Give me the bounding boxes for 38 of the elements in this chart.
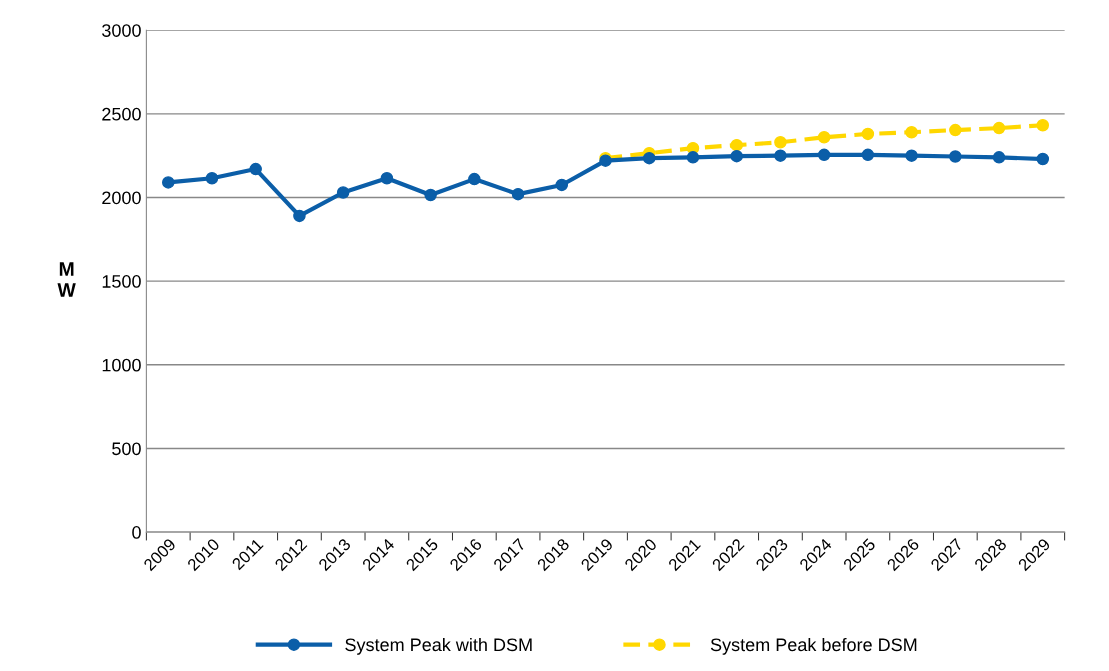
point (817, 131, 831, 144)
point (861, 127, 875, 141)
point (992, 151, 1006, 164)
point (949, 123, 962, 137)
point (992, 121, 1006, 135)
point (949, 150, 962, 163)
y-tick-label: 500 (112, 442, 141, 456)
point (642, 151, 656, 165)
point (293, 209, 306, 223)
point (468, 172, 481, 186)
point (861, 148, 875, 162)
point (686, 151, 700, 164)
y-axis-title: M W (57, 262, 76, 297)
y-tick-label: 2000 (102, 191, 141, 205)
point (162, 176, 175, 189)
point (1036, 152, 1050, 166)
y-tick-label: 3000 (102, 24, 141, 37)
y-tick-label: 2500 (102, 107, 141, 121)
point (511, 187, 525, 201)
point (730, 138, 743, 152)
point (905, 125, 918, 139)
point (905, 149, 918, 162)
point (730, 149, 743, 163)
point (336, 186, 350, 199)
legend-label: System Peak with DSM (345, 637, 532, 655)
point (205, 172, 219, 185)
y-tick-label: 1500 (102, 275, 141, 288)
point (1036, 118, 1050, 132)
point (774, 149, 787, 162)
point (380, 172, 394, 185)
point (555, 178, 569, 192)
y-tick-label: 1000 (102, 358, 141, 372)
legend-label: System Peak before DSM (710, 637, 917, 655)
point (249, 162, 262, 176)
point (424, 188, 437, 202)
point (774, 136, 787, 149)
y-tick-label: 0 (132, 526, 141, 539)
point (817, 148, 831, 162)
